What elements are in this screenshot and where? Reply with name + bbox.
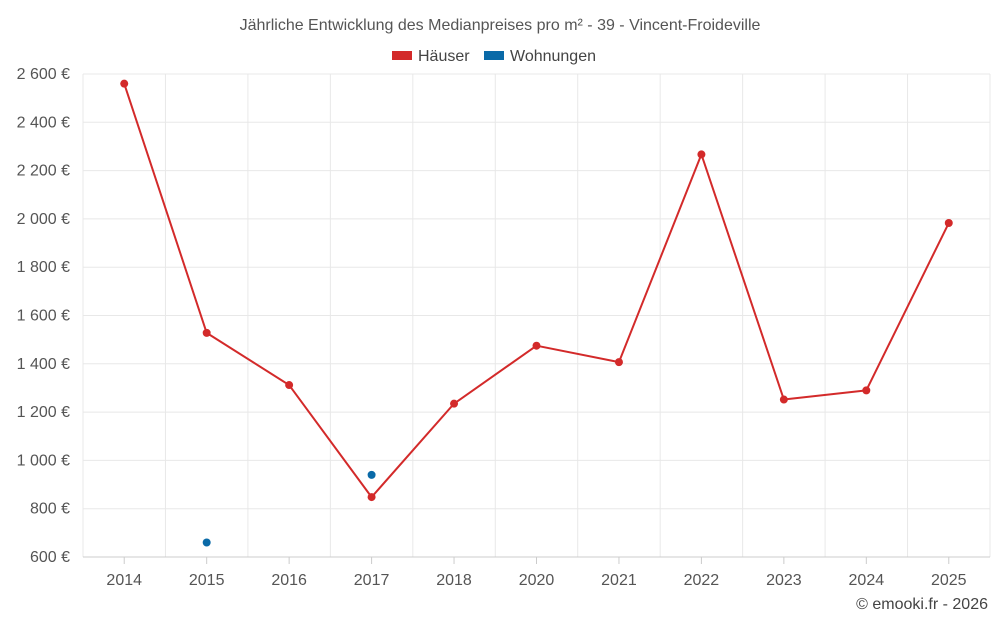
- x-tick-label: 2022: [684, 572, 720, 589]
- legend: Häuser Wohnungen: [392, 48, 596, 65]
- data-point-haeuser[interactable]: [779, 395, 788, 404]
- series: [120, 79, 953, 547]
- legend-label-wohnungen[interactable]: Wohnungen: [510, 48, 596, 65]
- x-tick-label: 2014: [106, 572, 142, 589]
- data-point-haeuser[interactable]: [614, 358, 623, 367]
- data-point-haeuser[interactable]: [944, 219, 953, 228]
- y-tick-label: 1 000 €: [17, 452, 70, 469]
- axes: 600 € 800 € 1 000 € 1 200 € 1 400 € 1 600 € 1 …: [17, 66, 990, 589]
- data-point-haeuser[interactable]: [532, 341, 541, 350]
- y-tick-label: 1 800 €: [17, 259, 70, 276]
- y-tick-label: 1 200 €: [17, 404, 70, 421]
- data-point-haeuser[interactable]: [862, 386, 871, 395]
- x-tick-label: 2025: [931, 572, 967, 589]
- gridlines: [82, 73, 991, 557]
- credit-text: © emooki.fr - 2026: [856, 596, 988, 613]
- y-tick-label: 800 €: [30, 501, 70, 518]
- legend-swatch-haeuser: [392, 51, 412, 60]
- y-tick-label: 2 000 €: [17, 211, 70, 228]
- x-tick-label: 2023: [766, 572, 802, 589]
- y-tick-label: 600 €: [30, 549, 70, 566]
- data-point-haeuser[interactable]: [697, 150, 706, 159]
- y-tick-label: 1 600 €: [17, 308, 70, 325]
- legend-swatch-wohnungen: [484, 51, 504, 60]
- y-tick-label: 2 600 €: [17, 66, 70, 83]
- x-tick-label: 2024: [849, 572, 885, 589]
- data-point-wohnungen[interactable]: [202, 538, 211, 547]
- y-tick-label: 2 200 €: [17, 163, 70, 180]
- legend-label-haeuser[interactable]: Häuser: [418, 48, 470, 65]
- x-tick-label: 2015: [189, 572, 225, 589]
- data-point-haeuser[interactable]: [285, 381, 294, 390]
- series-haeuser: [120, 79, 953, 502]
- data-point-haeuser[interactable]: [202, 328, 211, 337]
- data-point-haeuser[interactable]: [367, 493, 376, 502]
- x-tick-label: 2020: [519, 572, 555, 589]
- x-tick-label: 2017: [354, 572, 390, 589]
- y-tick-label: 2 400 €: [17, 114, 70, 131]
- y-tick-label: 1 400 €: [17, 356, 70, 373]
- chart-title: Jährliche Entwicklung des Medianpreises …: [240, 17, 761, 34]
- x-tick-label: 2018: [436, 572, 472, 589]
- series-wohnungen: [202, 470, 376, 547]
- data-point-wohnungen[interactable]: [367, 470, 376, 479]
- data-point-haeuser[interactable]: [450, 399, 459, 408]
- data-point-haeuser[interactable]: [120, 79, 129, 88]
- x-tick-label: 2016: [271, 572, 307, 589]
- x-tick-label: 2021: [601, 572, 637, 589]
